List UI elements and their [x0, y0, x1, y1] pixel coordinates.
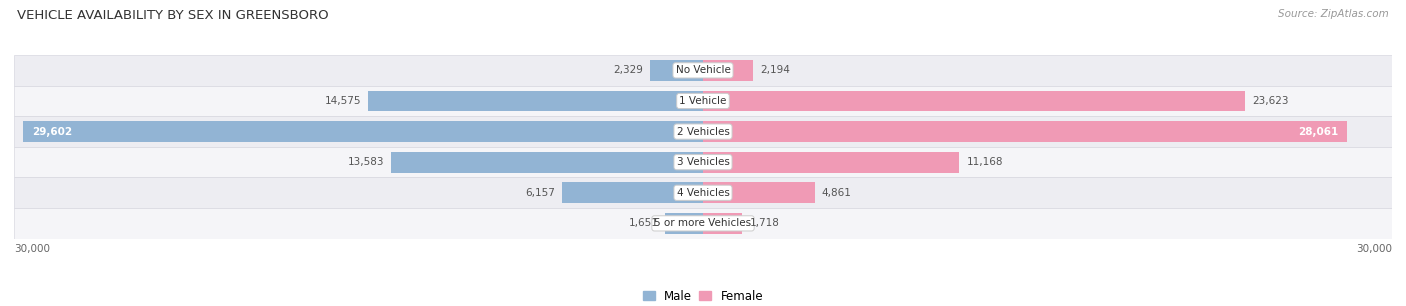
Text: 2 Vehicles: 2 Vehicles — [676, 127, 730, 136]
Text: 14,575: 14,575 — [325, 96, 361, 106]
Bar — [703, 182, 814, 203]
Bar — [703, 91, 1246, 111]
Bar — [14, 86, 1392, 116]
Text: 28,061: 28,061 — [1298, 127, 1339, 136]
Text: 30,000: 30,000 — [1355, 244, 1392, 254]
Text: 3 Vehicles: 3 Vehicles — [676, 157, 730, 167]
Text: Source: ZipAtlas.com: Source: ZipAtlas.com — [1278, 9, 1389, 19]
Text: 2,329: 2,329 — [613, 65, 643, 75]
Text: 5 or more Vehicles: 5 or more Vehicles — [654, 218, 752, 228]
Text: 4,861: 4,861 — [821, 188, 852, 198]
Bar — [368, 91, 703, 111]
Bar — [14, 208, 1392, 239]
Bar — [14, 55, 1392, 86]
Bar — [703, 213, 742, 234]
Text: 11,168: 11,168 — [966, 157, 1002, 167]
Bar — [703, 121, 1347, 142]
Bar — [24, 121, 703, 142]
Text: VEHICLE AVAILABILITY BY SEX IN GREENSBORO: VEHICLE AVAILABILITY BY SEX IN GREENSBOR… — [17, 9, 329, 22]
Text: 1 Vehicle: 1 Vehicle — [679, 96, 727, 106]
Bar — [650, 60, 703, 81]
Text: 1,718: 1,718 — [749, 218, 779, 228]
Text: 23,623: 23,623 — [1253, 96, 1289, 106]
Text: 29,602: 29,602 — [32, 127, 73, 136]
Text: No Vehicle: No Vehicle — [675, 65, 731, 75]
Bar — [14, 116, 1392, 147]
Bar — [14, 147, 1392, 177]
Bar — [561, 182, 703, 203]
Text: 30,000: 30,000 — [14, 244, 51, 254]
Text: 2,194: 2,194 — [761, 65, 790, 75]
Text: 13,583: 13,583 — [347, 157, 384, 167]
Text: 1,651: 1,651 — [628, 218, 658, 228]
Text: 6,157: 6,157 — [524, 188, 555, 198]
Text: 4 Vehicles: 4 Vehicles — [676, 188, 730, 198]
Bar — [391, 152, 703, 173]
Bar — [703, 60, 754, 81]
Bar — [665, 213, 703, 234]
Bar — [14, 177, 1392, 208]
Bar — [703, 152, 959, 173]
Legend: Male, Female: Male, Female — [643, 289, 763, 303]
